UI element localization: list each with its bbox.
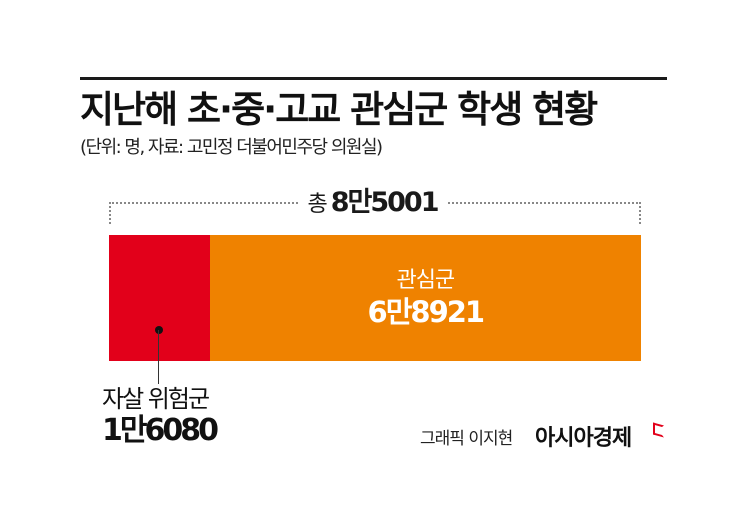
callout-value: 1만6080	[102, 413, 219, 448]
chart-title: 지난해 초·중·고교 관심군 학생 현황	[80, 88, 598, 131]
segment-suicide-risk	[109, 235, 210, 361]
graphic-credit: 그래픽 이지현	[420, 429, 513, 449]
callout-suicide-risk: 자살 위험군 1만6080	[102, 384, 219, 448]
brand-mark-icon	[653, 422, 664, 438]
segment-label: 관심군	[396, 268, 455, 293]
callout-leader-line	[158, 330, 159, 384]
brand-logo: 아시아경제	[535, 426, 632, 451]
callout-label: 자살 위험군	[102, 385, 210, 413]
segment-concern-group: 관심군 6만8921	[209, 235, 641, 361]
top-rule	[80, 77, 667, 80]
callout-dot	[155, 326, 163, 334]
total-bracket	[109, 202, 641, 224]
chart-subtitle: (단위: 명, 자료: 고민정 더불어민주당 의원실)	[80, 137, 383, 158]
stacked-bar: 관심군 6만8921	[109, 235, 641, 361]
segment-value: 6만8921	[367, 295, 486, 329]
